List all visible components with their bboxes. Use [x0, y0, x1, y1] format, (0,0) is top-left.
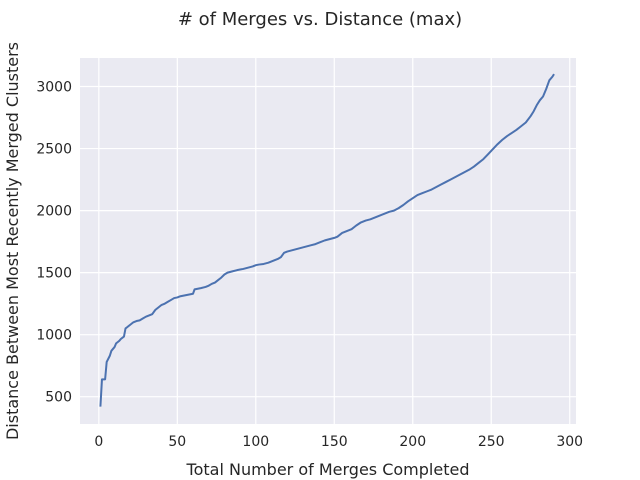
x-tick-label: 200	[399, 434, 426, 450]
series-line-0	[99, 73, 555, 407]
y-tick-labels: 500 1000 1500 2000 2500 3000	[36, 80, 72, 406]
x-tick-label: 150	[321, 434, 348, 450]
y-tick-label: 2000	[36, 204, 72, 220]
y-tick-label: 500	[45, 390, 72, 406]
y-tick-label: 1500	[36, 266, 72, 282]
x-tick-label: 50	[168, 434, 186, 450]
x-axis-label: Total Number of Merges Completed	[186, 460, 470, 479]
grid-lines	[80, 58, 576, 424]
y-tick-label: 1000	[36, 328, 72, 344]
x-tick-labels: 0 50 100 150 200 250 300	[94, 434, 583, 450]
y-axis-label: Distance Between Most Recently Merged Cl…	[3, 42, 22, 440]
series-group	[99, 73, 555, 407]
x-tick-label: 0	[94, 434, 103, 450]
plot-area	[80, 58, 576, 424]
x-tick-label: 300	[556, 434, 583, 450]
y-tick-label: 3000	[36, 80, 72, 96]
chart-title: # of Merges vs. Distance (max)	[178, 9, 462, 30]
x-tick-label: 100	[242, 434, 269, 450]
x-tick-label: 250	[478, 434, 505, 450]
y-tick-label: 2500	[36, 142, 72, 158]
